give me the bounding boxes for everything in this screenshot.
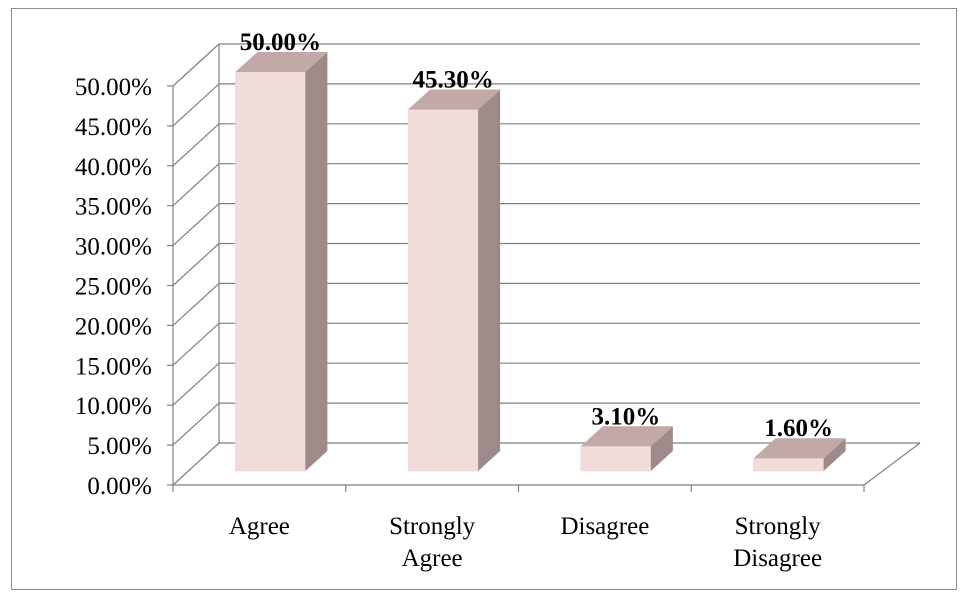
bars [235, 52, 846, 472]
y-axis-tick-label: 15.00% [75, 353, 152, 380]
y-axis-tick-label: 20.00% [75, 313, 152, 340]
y-axis-tick-label: 25.00% [75, 274, 152, 301]
bar [580, 426, 673, 472]
y-axis-tick-label: 35.00% [75, 194, 152, 221]
axes [167, 85, 921, 492]
gridline-diagonal [172, 442, 220, 486]
bar [753, 438, 846, 472]
y-axis-tick-label: 50.00% [75, 74, 152, 101]
y-axis-tick-label: 30.00% [75, 234, 152, 261]
gridline-diagonal [172, 83, 220, 127]
gridline-diagonal [172, 43, 220, 87]
bar-front-face [753, 457, 824, 472]
gridline-diagonal [172, 362, 220, 406]
category-label: Strongly Agree [389, 513, 476, 572]
y-axis-tick-label: 10.00% [75, 393, 152, 420]
y-axis-tick-labels: 0.00% 5.00% 10.00% 15.00% 20.00% 25.00% 30.00%… [75, 74, 152, 500]
bar-front-face [235, 71, 306, 472]
bar-side-face [478, 89, 501, 472]
gridline-diagonal [172, 282, 220, 326]
chart-frame: 0.00% 5.00% 10.00% 15.00% 20.00% 25.00% 30.00%… [11, 8, 957, 590]
gridlines [172, 43, 920, 486]
bar-side-face [650, 426, 673, 471]
bar-top-face [235, 52, 328, 72]
gridline-diagonal [172, 163, 220, 207]
data-label: 1.60% [764, 415, 833, 442]
category-labels: Agree Strongly Agree Disagree Strongly Disagr… [229, 513, 822, 572]
y-axis-tick-label: 40.00% [75, 154, 152, 181]
bar-top-face [580, 426, 673, 447]
bar-front-face [580, 446, 652, 472]
bar-front-face [407, 109, 479, 472]
bar-side-face [305, 52, 328, 471]
bar-top-face [408, 89, 501, 110]
gridline-diagonal [172, 402, 220, 446]
gridline-diagonal [172, 123, 220, 167]
bar [235, 52, 328, 472]
category-label: Agree [229, 513, 290, 540]
gridline-diagonal [172, 322, 220, 366]
data-label: 50.00% [240, 29, 321, 56]
gridline-diagonal [172, 203, 220, 247]
bar-side-face [823, 438, 846, 471]
bar [407, 89, 501, 472]
data-label: 45.30% [413, 67, 494, 94]
category-label: Disagree [560, 513, 649, 540]
y-axis-tick-label: 45.00% [75, 114, 152, 141]
gridline-diagonal [172, 243, 220, 286]
bar-chart: 0.00% 5.00% 10.00% 15.00% 20.00% 25.00% 30.00%… [75, 29, 921, 572]
data-labels: 50.00% 45.30% 3.10% 1.60% [240, 29, 833, 442]
data-label: 3.10% [592, 403, 661, 430]
y-axis-tick-label: 0.00% [87, 473, 152, 500]
category-label: Strongly Disagree [733, 513, 822, 572]
y-axis-tick-label: 5.00% [87, 433, 152, 460]
floor-right-edge [863, 442, 921, 486]
bar-top-face [753, 438, 846, 459]
